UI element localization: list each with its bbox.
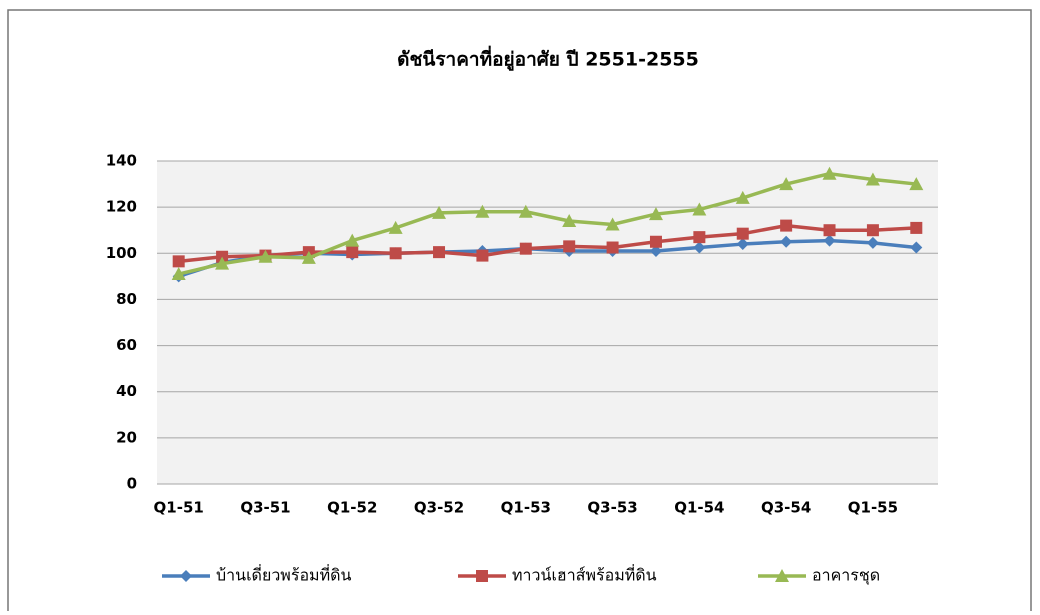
point-marker: [693, 231, 705, 243]
point-marker: [607, 242, 619, 254]
y-tick-label: 100: [106, 244, 137, 262]
point-marker: [173, 255, 185, 267]
x-tick-label: Q3-53: [587, 499, 637, 517]
x-tick-label: Q3-52: [414, 499, 464, 517]
point-marker: [910, 222, 922, 234]
legend-label: บ้านเดี่ยวพร้อมที่ดิน: [216, 564, 352, 585]
x-tick-label: Q1-54: [674, 499, 724, 517]
chart: ดัชนีราคาที่อยู่อาศัย ปี 2551-2555 0 20 40…: [0, 0, 1040, 611]
point-marker: [346, 246, 358, 258]
point-marker: [476, 250, 488, 262]
point-marker: [433, 246, 445, 258]
legend-marker: [476, 570, 488, 582]
x-tick-label: Q3-54: [761, 499, 811, 517]
point-marker: [563, 240, 575, 252]
y-tick-label: 0: [127, 475, 137, 493]
point-marker: [867, 224, 879, 236]
x-tick-label: Q1-55: [848, 499, 898, 517]
x-tick-label: Q3-51: [240, 499, 290, 517]
point-marker: [737, 228, 749, 240]
point-marker: [824, 224, 836, 236]
y-tick-label: 120: [106, 198, 137, 216]
y-tick-label: 140: [106, 152, 137, 170]
point-marker: [390, 247, 402, 259]
plot-area: [157, 161, 938, 484]
x-tick-label: Q1-53: [501, 499, 551, 517]
page: {"chart_data": {"type": "line", "title":…: [0, 0, 1040, 611]
chart-title: ดัชนีราคาที่อยู่อาศัย ปี 2551-2555: [397, 46, 699, 72]
point-marker: [520, 243, 532, 255]
y-tick-label: 20: [116, 428, 137, 446]
legend-label: ทาวน์เฮาส์พร้อมที่ดิน: [512, 564, 657, 585]
x-tick-label: Q1-52: [327, 499, 377, 517]
legend-swatch-marker: [476, 570, 488, 582]
x-tick-label: Q1-51: [154, 499, 204, 517]
point-marker: [650, 236, 662, 248]
y-tick-label: 60: [116, 336, 137, 354]
legend-label: อาคารชุด: [812, 566, 880, 586]
y-tick-label: 40: [116, 382, 137, 400]
y-tick-label: 80: [116, 290, 137, 308]
point-marker: [780, 220, 792, 232]
